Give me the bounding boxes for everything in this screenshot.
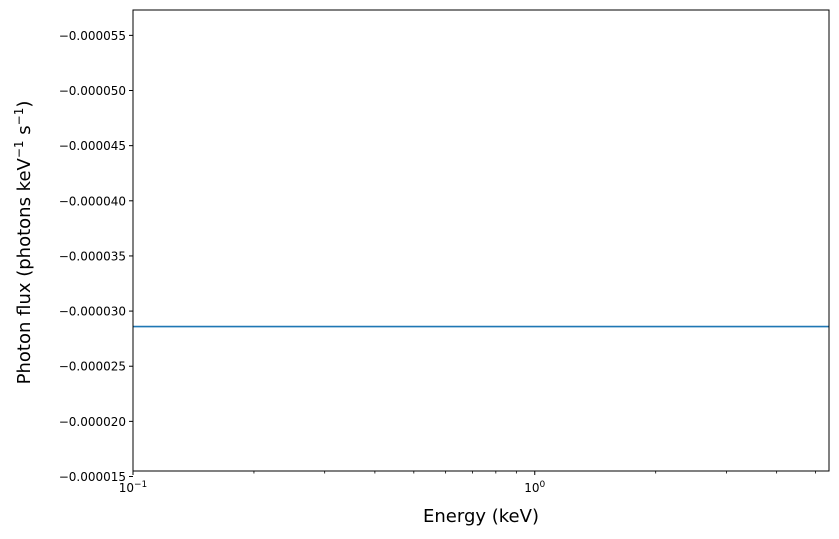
y-tick-label: −0.000050 <box>59 84 126 98</box>
y-axis-label-sup1: −1 <box>12 140 26 158</box>
y-tick-label: −0.000015 <box>59 470 126 484</box>
y-axis-label-prefix: Photon flux (photons keV <box>14 157 35 384</box>
x-axis-label: Energy (keV) <box>423 506 539 527</box>
y-axis: −0.000055 −0.000050 −0.000045 −0.000040 −0.0… <box>59 29 133 484</box>
x-tick-label-exponent: 0 <box>540 480 546 490</box>
y-axis-label-mid: s <box>14 125 35 140</box>
plot-frame <box>132 9 830 472</box>
y-tick-label: −0.000045 <box>59 139 126 153</box>
x-axis: 10−1 100 <box>119 471 816 495</box>
x-tick-label-exponent: −1 <box>134 480 147 490</box>
x-tick-label: 10−1 <box>119 480 148 495</box>
x-tick-label: 100 <box>524 480 545 495</box>
y-axis-label: Photon flux (photons keV−1 s−1) <box>12 101 35 385</box>
y-tick-label: −0.000020 <box>59 415 126 429</box>
y-axis-label-sup2: −1 <box>12 108 26 126</box>
y-axis-label-suffix: ) <box>14 101 35 108</box>
x-tick-label-base: 10 <box>119 481 134 495</box>
y-tick-label: −0.000040 <box>59 194 126 208</box>
y-tick-label: −0.000055 <box>59 29 126 43</box>
y-tick-label: −0.000025 <box>59 360 126 374</box>
y-tick-label: −0.000030 <box>59 305 126 319</box>
y-tick-label: −0.000035 <box>59 249 126 263</box>
x-tick-label-base: 10 <box>524 481 539 495</box>
